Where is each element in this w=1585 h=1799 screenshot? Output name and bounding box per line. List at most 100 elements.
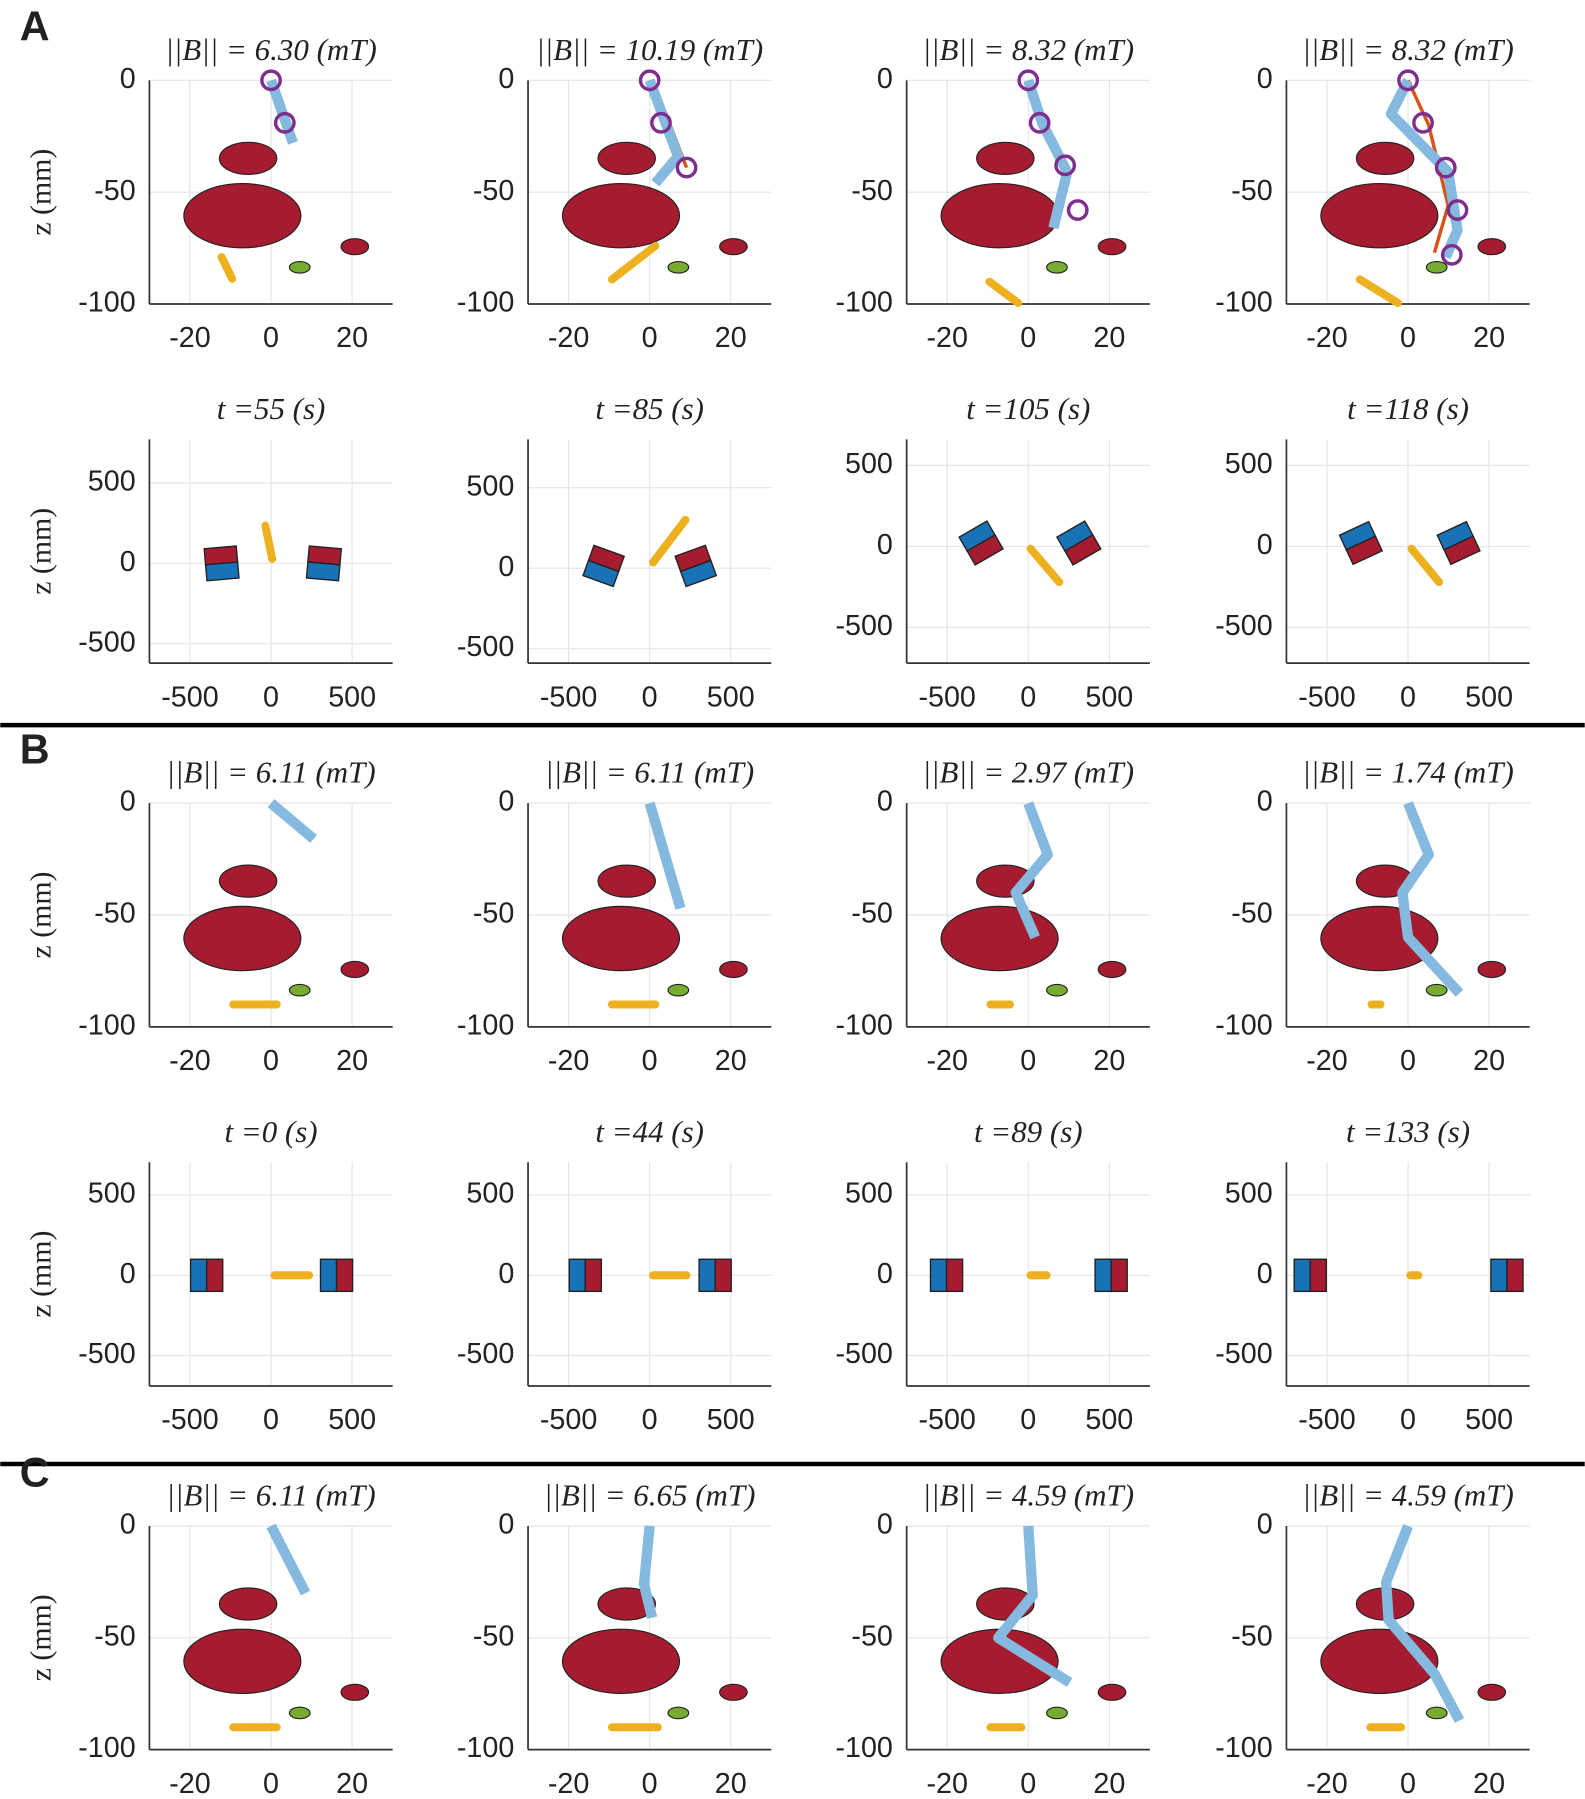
x-tick-label: 0 xyxy=(263,1045,279,1077)
x-tick-label: 0 xyxy=(1400,1768,1416,1799)
y-tick-label: 500 xyxy=(88,1178,136,1210)
anatomy xyxy=(1426,1707,1447,1718)
x-tick-label: 500 xyxy=(707,681,755,713)
y-tick-label: 0 xyxy=(877,63,893,95)
x-tick-label: 0 xyxy=(263,681,279,713)
x-tick-label: -500 xyxy=(919,1404,976,1436)
y-tick-label: 0 xyxy=(877,1509,893,1541)
magnet-north xyxy=(308,546,341,565)
panel-label: A xyxy=(20,4,50,50)
y-tick-label: -500 xyxy=(457,631,514,663)
anatomy xyxy=(562,184,679,248)
x-tick-label: -500 xyxy=(1298,681,1355,713)
magnet-north xyxy=(947,1259,963,1291)
magnet xyxy=(699,1259,731,1291)
x-tick-label: -20 xyxy=(169,1045,210,1077)
anatomy xyxy=(341,239,369,255)
x-tick-label: 0 xyxy=(1400,1045,1416,1077)
plot-title: ||B|| = 6.11 (mT) xyxy=(166,755,375,790)
magnet-south xyxy=(320,1259,336,1291)
y-tick-label: 0 xyxy=(1257,786,1273,818)
plot-title: ||B|| = 4.59 (mT) xyxy=(923,1478,1135,1513)
magnet-north xyxy=(1111,1259,1127,1291)
magnet xyxy=(1491,1259,1523,1291)
x-tick-label: 0 xyxy=(1400,1404,1416,1436)
magnet xyxy=(1340,522,1383,565)
anatomy xyxy=(219,1588,276,1620)
x-tick-label: 500 xyxy=(1085,1404,1133,1436)
y-tick-label: -100 xyxy=(457,1009,514,1041)
y-axis-label: z (mm) xyxy=(25,1231,58,1318)
x-tick-label: 0 xyxy=(642,1045,658,1077)
y-tick-label: 0 xyxy=(120,63,136,95)
anatomy xyxy=(184,184,301,248)
anatomy xyxy=(668,262,689,273)
y-tick-label: -100 xyxy=(1215,1732,1272,1764)
x-tick-label: -20 xyxy=(1306,322,1347,354)
y-tick-label: 0 xyxy=(498,63,514,95)
anatomy xyxy=(1478,961,1506,977)
x-tick-label: -20 xyxy=(548,1045,589,1077)
y-axis-label: z (mm) xyxy=(25,1594,58,1681)
x-tick-label: 0 xyxy=(642,1404,658,1436)
y-tick-label: -100 xyxy=(457,287,514,319)
x-tick-label: -500 xyxy=(161,681,218,713)
y-tick-label: -100 xyxy=(78,287,135,319)
y-axis-label: z (mm) xyxy=(25,508,58,595)
rod xyxy=(1031,549,1060,582)
y-tick-label: 500 xyxy=(88,465,136,497)
y-tick-label: -500 xyxy=(836,610,893,642)
plot-title: ||B|| = 6.30 (mT) xyxy=(165,32,377,67)
y-tick-label: -50 xyxy=(1231,1620,1272,1652)
y-tick-label: 0 xyxy=(1257,1509,1273,1541)
magnet xyxy=(1437,522,1480,565)
anatomy xyxy=(1098,239,1126,255)
magnet-south xyxy=(1294,1259,1310,1291)
plot-title: t =105 (s) xyxy=(966,391,1090,426)
magnet-south xyxy=(930,1259,946,1291)
figure: A-20020-100-500||B|| = 6.30 (mT)z (mm)-2… xyxy=(0,0,1585,1799)
x-tick-label: 0 xyxy=(1020,1404,1036,1436)
x-tick-label: 500 xyxy=(707,1404,755,1436)
magnet xyxy=(930,1259,962,1291)
anatomy xyxy=(1047,984,1068,995)
x-tick-label: 0 xyxy=(1020,1768,1036,1799)
x-tick-label: -20 xyxy=(926,1045,967,1077)
magnet-south xyxy=(569,1259,585,1291)
x-tick-label: 0 xyxy=(1400,322,1416,354)
magnet xyxy=(1057,521,1101,565)
anatomy xyxy=(1321,184,1438,248)
plot-title: ||B|| = 6.65 (mT) xyxy=(544,1478,756,1513)
y-tick-label: 0 xyxy=(120,546,136,578)
x-tick-label: 20 xyxy=(715,1768,747,1799)
anatomy xyxy=(1321,906,1438,970)
y-axis-label: z (mm) xyxy=(25,149,58,236)
x-tick-label: 0 xyxy=(263,1768,279,1799)
y-tick-label: 500 xyxy=(466,470,514,502)
x-tick-label: 0 xyxy=(642,681,658,713)
plot-title: ||B|| = 6.11 (mT) xyxy=(545,755,754,790)
anatomy xyxy=(720,239,748,255)
y-tick-label: 0 xyxy=(120,1509,136,1541)
x-tick-label: 0 xyxy=(642,322,658,354)
y-tick-label: 0 xyxy=(1257,529,1273,561)
anatomy xyxy=(184,906,301,970)
y-tick-label: -100 xyxy=(836,1009,893,1041)
y-tick-label: -50 xyxy=(473,175,514,207)
anatomy xyxy=(1047,262,1068,273)
y-tick-label: 0 xyxy=(498,1258,514,1290)
y-tick-label: -500 xyxy=(78,1338,135,1370)
rod xyxy=(222,257,233,279)
x-tick-label: 20 xyxy=(336,1768,368,1799)
plot-title: ||B|| = 1.74 (mT) xyxy=(1302,755,1514,790)
marker xyxy=(1069,201,1087,219)
rod xyxy=(1411,549,1439,582)
x-tick-label: 0 xyxy=(263,1404,279,1436)
magnet-north xyxy=(715,1259,731,1291)
anatomy xyxy=(941,184,1058,248)
x-tick-label: 0 xyxy=(1020,322,1036,354)
plot-title: t =89 (s) xyxy=(974,1114,1083,1149)
y-tick-label: -50 xyxy=(94,175,135,207)
y-tick-label: 0 xyxy=(1257,1258,1273,1290)
anatomy xyxy=(1426,984,1447,995)
